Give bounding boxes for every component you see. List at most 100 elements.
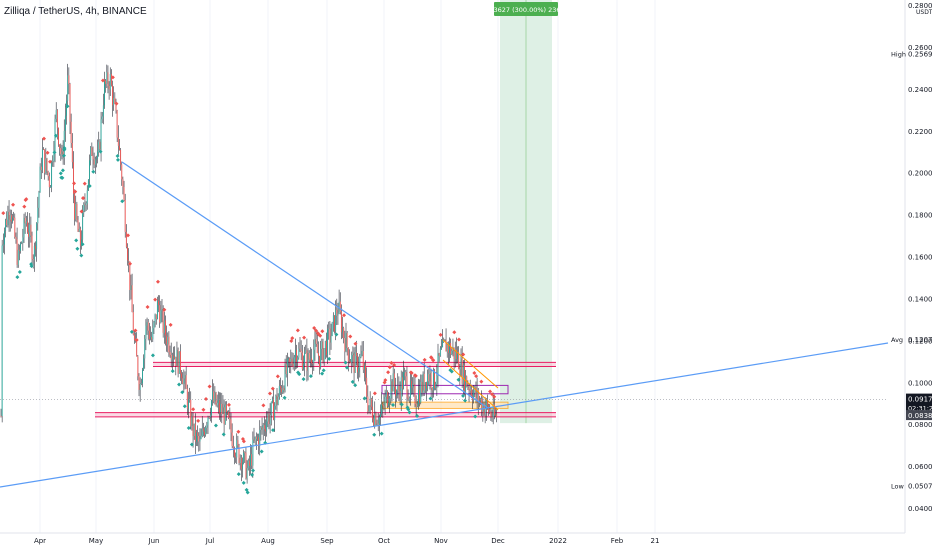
- time-tick-label: Dec: [491, 537, 505, 545]
- sell-signal-marker: [11, 202, 16, 207]
- buy-signal-marker: [271, 428, 276, 433]
- candle-body: [482, 403, 484, 412]
- descending-trendline[interactable]: [121, 161, 489, 409]
- buy-signal-marker: [213, 423, 218, 428]
- candle-body: [37, 207, 39, 224]
- buy-signal-marker: [320, 371, 325, 376]
- candle-body: [18, 249, 20, 251]
- candle-body: [145, 325, 147, 339]
- secondary-price-badge: [906, 410, 932, 421]
- candle-body: [453, 347, 455, 359]
- sell-signal-marker: [295, 328, 300, 333]
- channel-line-upper[interactable]: [442, 339, 499, 389]
- candle-body: [434, 369, 435, 388]
- candle-body: [114, 97, 116, 104]
- support-zone: [95, 412, 556, 417]
- ascending-trendline[interactable]: [0, 342, 889, 488]
- buy-signal-marker: [65, 104, 70, 109]
- time-tick-label: May: [89, 537, 103, 545]
- candle-body: [163, 320, 165, 333]
- buy-signal-marker: [473, 414, 478, 419]
- candle-body: [152, 328, 154, 340]
- buy-signal-marker: [282, 395, 287, 400]
- candle-body: [451, 350, 453, 355]
- channel-line-lower[interactable]: [442, 359, 499, 411]
- candle-body: [366, 377, 368, 397]
- sell-signal-marker: [155, 279, 160, 284]
- candle-body: [458, 351, 460, 370]
- candle-body: [475, 387, 477, 399]
- candle-body: [230, 419, 232, 433]
- candle-body: [148, 330, 150, 340]
- candle-body: [22, 237, 24, 243]
- candle-body: [300, 350, 302, 353]
- sell-signal-marker: [226, 402, 231, 407]
- candle-body: [326, 341, 327, 355]
- sell-signal-marker: [204, 396, 209, 401]
- candle-body: [71, 142, 73, 163]
- candle-body: [319, 355, 320, 368]
- candle-body: [8, 211, 10, 220]
- buy-signal-marker: [449, 369, 454, 374]
- candle-body: [142, 369, 143, 384]
- candle-body: [4, 231, 5, 245]
- candle-body: [384, 396, 386, 407]
- candle-body: [150, 337, 151, 340]
- candle-body: [312, 363, 314, 364]
- price-label-value: 0.25691: [908, 50, 932, 58]
- candle-body: [110, 73, 112, 86]
- candle-body: [491, 416, 493, 418]
- sell-signal-marker: [82, 181, 87, 186]
- candle-body: [392, 373, 394, 392]
- buy-signal-marker: [115, 153, 120, 158]
- candle-body: [14, 217, 16, 237]
- candle-body: [427, 374, 429, 389]
- candle-body: [438, 353, 440, 356]
- candle-body: [222, 407, 224, 414]
- candle-body: [31, 235, 33, 260]
- sell-signal-marker: [490, 392, 495, 397]
- sell-signal-marker: [134, 338, 139, 343]
- candle-body: [426, 382, 427, 389]
- signal-markers: [1, 75, 497, 495]
- buy-signal-marker: [61, 153, 66, 158]
- time-axis[interactable]: Apr May Jun Jul Aug Sep Oct Nov Dec 2022 Feb 21: [0, 532, 905, 545]
- buy-signal-marker: [62, 146, 67, 151]
- trendlines[interactable]: [0, 161, 889, 488]
- sell-signal-marker: [153, 297, 158, 302]
- candle-body: [130, 285, 132, 291]
- candle-body: [367, 396, 369, 412]
- sell-signal-marker: [312, 325, 317, 330]
- candle-body: [15, 236, 17, 240]
- buy-signal-marker: [60, 175, 65, 180]
- candle-body: [177, 349, 179, 374]
- candle-body: [432, 369, 434, 391]
- time-tick-label: Feb: [611, 537, 624, 545]
- candle-body: [104, 80, 105, 106]
- candle-body: [205, 427, 207, 435]
- candle-body: [266, 421, 268, 432]
- candle-body: [41, 149, 43, 171]
- candle-body: [87, 179, 89, 191]
- candle-body: [334, 315, 335, 332]
- buy-signal-marker: [407, 410, 412, 415]
- candle-body: [298, 348, 300, 358]
- candle-body: [321, 341, 323, 349]
- candle-body: [447, 343, 449, 353]
- candle-body: [436, 375, 438, 384]
- candle-body: [173, 355, 174, 359]
- candle-body: [70, 121, 72, 143]
- buy-signal-marker: [189, 442, 194, 447]
- candle-body: [446, 343, 448, 352]
- candle-body: [288, 358, 289, 359]
- candle-body: [191, 416, 193, 426]
- sell-signal-marker: [488, 389, 493, 394]
- candle-body: [382, 404, 384, 406]
- candle-body: [248, 460, 250, 466]
- candle-body: [262, 425, 264, 430]
